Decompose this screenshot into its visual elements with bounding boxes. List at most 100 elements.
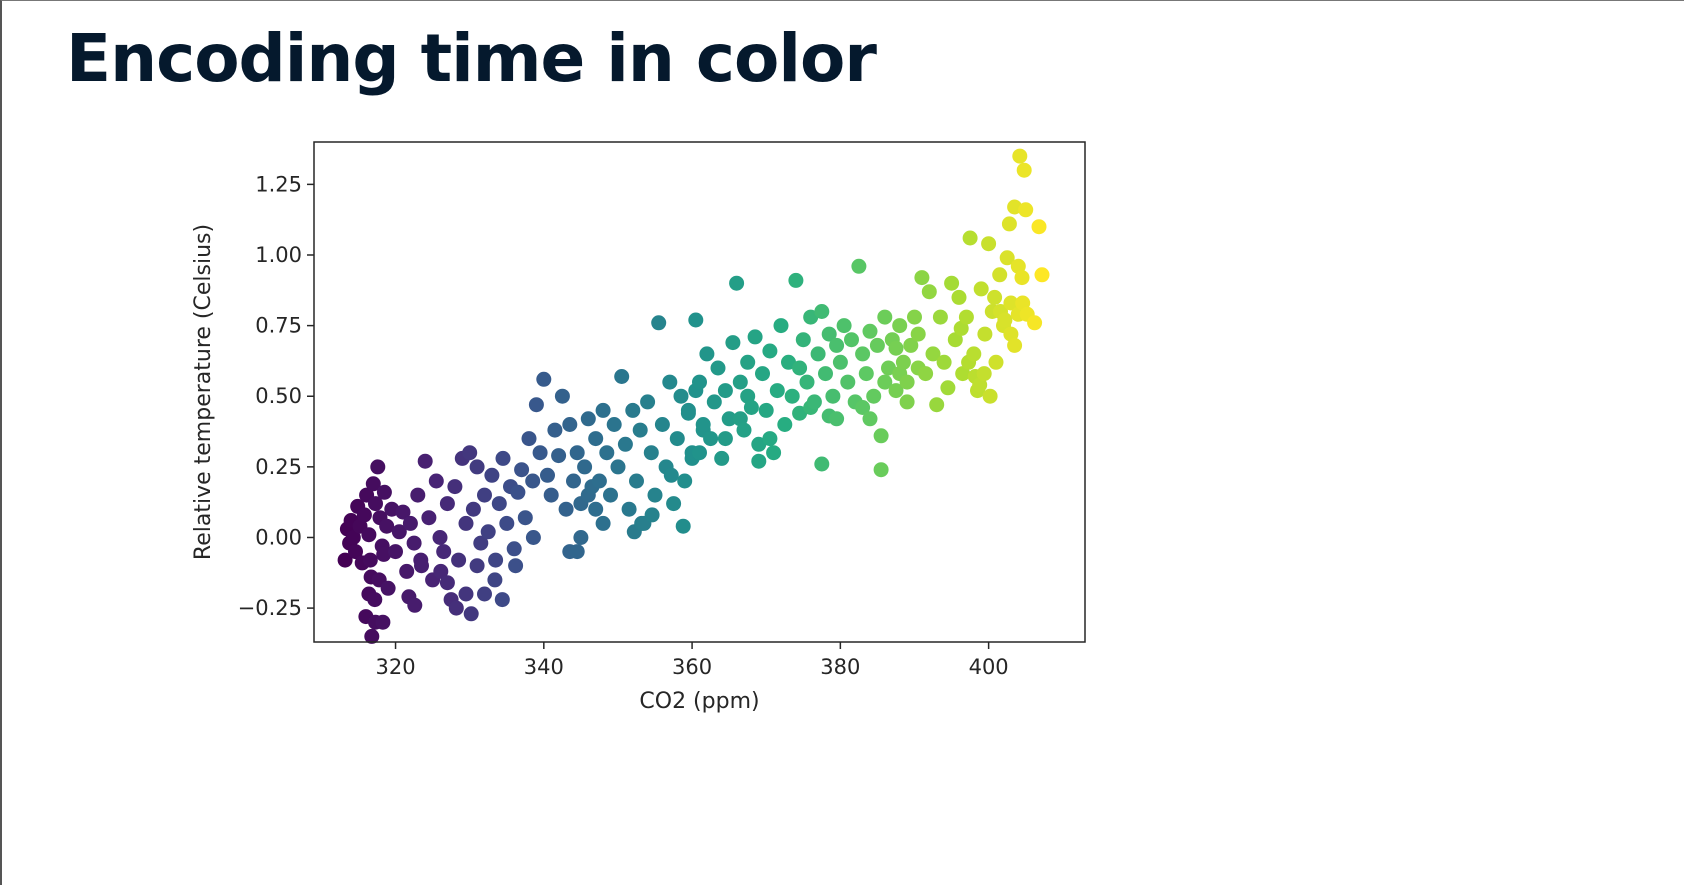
data-point [663,467,679,483]
points-layer [337,148,1050,644]
x-axis-label: CO2 (ppm) [639,689,759,714]
data-point [562,417,578,432]
data-point [695,417,711,432]
data-point [439,575,455,591]
data-point [1031,219,1047,235]
data-point [491,496,507,512]
data-point [732,411,748,427]
data-point [547,422,563,438]
data-point [862,323,878,339]
data-point [367,592,383,608]
data-point [651,315,667,331]
data-point [480,524,496,540]
data-point [566,473,581,489]
data-point [973,281,989,297]
data-point [577,459,593,475]
slide-title: Encoding time in color [66,20,877,97]
data-point [840,374,856,390]
data-point [666,496,682,512]
data-point [751,436,767,452]
data-point [361,527,377,543]
data-point [972,377,988,393]
data-point [832,354,848,370]
data-point [925,346,941,362]
y-axis-label: Relative temperature (Celsius) [191,224,216,560]
data-point [987,289,1003,305]
data-point [981,236,997,252]
data-point [532,445,548,461]
data-point [337,552,353,568]
data-point [510,484,526,500]
data-point [436,544,452,560]
data-point [469,459,485,475]
data-point [769,383,785,399]
data-point [614,369,630,384]
data-point [477,586,492,602]
data-point [862,411,878,427]
data-point [818,366,833,382]
data-point [506,541,522,557]
data-point [458,586,474,602]
data-point [348,544,363,560]
data-point [362,552,378,568]
data-point [751,453,767,469]
data-point [554,388,570,404]
data-point [877,374,893,390]
data-point [610,459,626,475]
data-point [792,360,808,376]
data-point [395,504,411,520]
data-point [944,275,960,291]
data-point [740,354,756,370]
data-point [391,524,407,540]
data-point [706,394,722,410]
data-point [966,346,982,362]
data-point [773,318,789,334]
data-point [762,431,778,447]
data-point [888,340,904,356]
data-point [721,411,737,427]
data-point [1015,295,1031,311]
data-point [899,394,915,410]
data-point [729,275,745,291]
data-point [528,397,544,413]
data-point [680,402,696,418]
data-point [477,487,492,503]
data-point [603,487,618,503]
data-point [569,544,585,560]
data-point [375,614,391,630]
data-point [1001,216,1017,232]
data-point [958,309,974,325]
data-point [814,304,830,319]
data-point [803,309,819,325]
data-point [758,402,774,418]
data-point [632,422,648,438]
data-point [988,354,1004,370]
y-tick-label: −0.25 [238,596,302,620]
data-point [662,374,678,390]
data-point [836,318,852,334]
data-point [517,510,533,526]
data-point [1016,162,1032,178]
data-point [717,431,733,447]
data-point [654,417,670,432]
x-tick-label: 400 [969,655,1009,679]
data-point [921,284,937,300]
data-point [869,337,885,353]
data-point [458,515,474,531]
data-point [495,450,511,466]
data-point [673,388,689,404]
data-point [588,431,604,447]
data-point [494,592,510,608]
data-point [858,366,874,382]
data-point [421,510,437,526]
data-point [1018,202,1034,218]
data-point [595,515,611,531]
data-point [825,388,841,404]
data-point [888,383,904,399]
data-point [606,417,622,432]
data-point [428,473,444,489]
data-point [855,346,871,362]
data-point [595,402,611,418]
data-point [439,496,455,512]
